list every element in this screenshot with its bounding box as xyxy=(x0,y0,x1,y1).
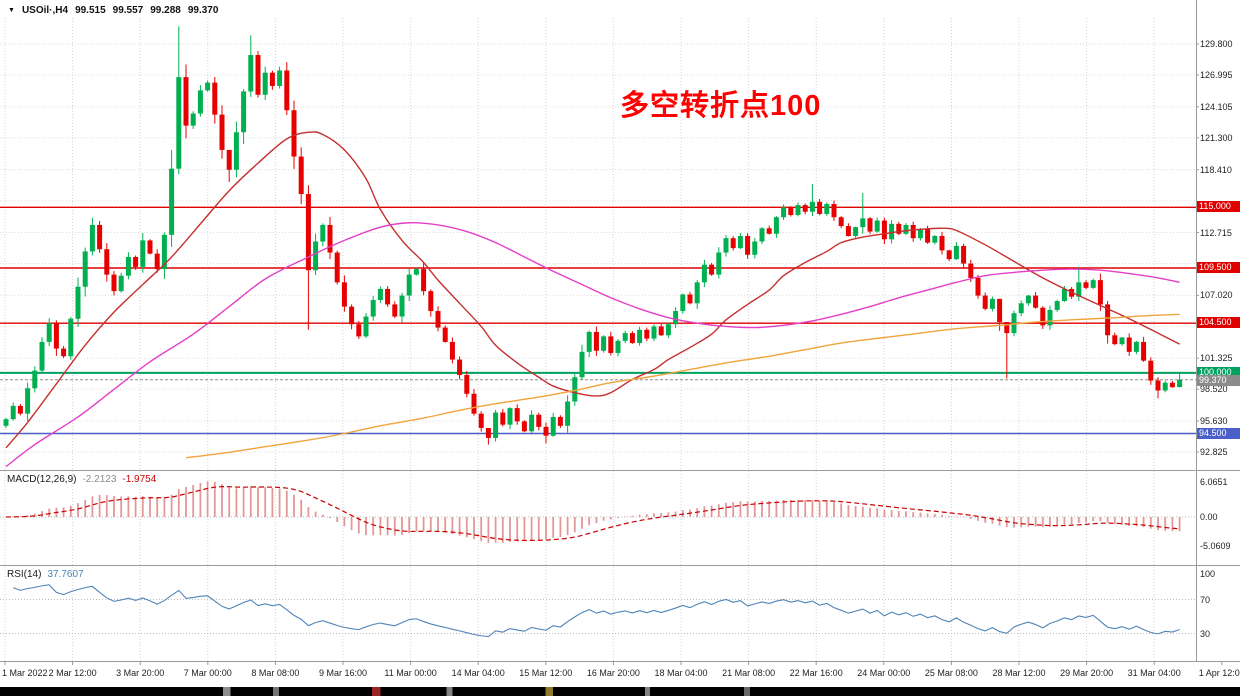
rsi-value: 37.7607 xyxy=(47,569,84,580)
horizontal-level-lines[interactable] xyxy=(0,206,1196,435)
macd-signal-value: -1.9754 xyxy=(122,474,157,485)
symbol-period-label: USOil·,H4 xyxy=(21,5,69,16)
rsi-line xyxy=(13,584,1180,638)
macd-histogram xyxy=(12,481,1181,543)
macd-main-value: -2.2123 xyxy=(82,474,117,485)
ohlc-low-value: 99.288 xyxy=(150,5,181,16)
macd-panel-header: MACD(12,26,9) -2.2123 -1.9754 xyxy=(7,474,156,485)
ma-mid-line xyxy=(5,221,1180,468)
ma-slow-line xyxy=(185,313,1180,459)
rsi-indicator-label: RSI(14) xyxy=(7,569,42,580)
grid-lines xyxy=(0,18,1196,661)
macd-signal-line xyxy=(5,485,1180,542)
chart-header: ▼ USOil·,H4 99.515 99.557 99.288 99.370 xyxy=(8,5,218,16)
ohlc-high-value: 99.557 xyxy=(112,5,144,16)
ma-fast-line xyxy=(5,131,1180,449)
chart-text-annotation[interactable]: 多空转折点100 xyxy=(620,90,822,122)
symbol-dropdown-icon[interactable]: ▼ xyxy=(8,7,15,14)
candlestick-series xyxy=(3,26,1183,445)
ohlc-open-value: 99.515 xyxy=(75,5,106,16)
macd-indicator-label: MACD(12,26,9) xyxy=(7,474,77,485)
bottom-cropped-bar xyxy=(0,687,1240,696)
ohlc-close-value: 99.370 xyxy=(187,5,219,16)
rsi-panel-header: RSI(14) 37.7607 xyxy=(7,569,84,580)
